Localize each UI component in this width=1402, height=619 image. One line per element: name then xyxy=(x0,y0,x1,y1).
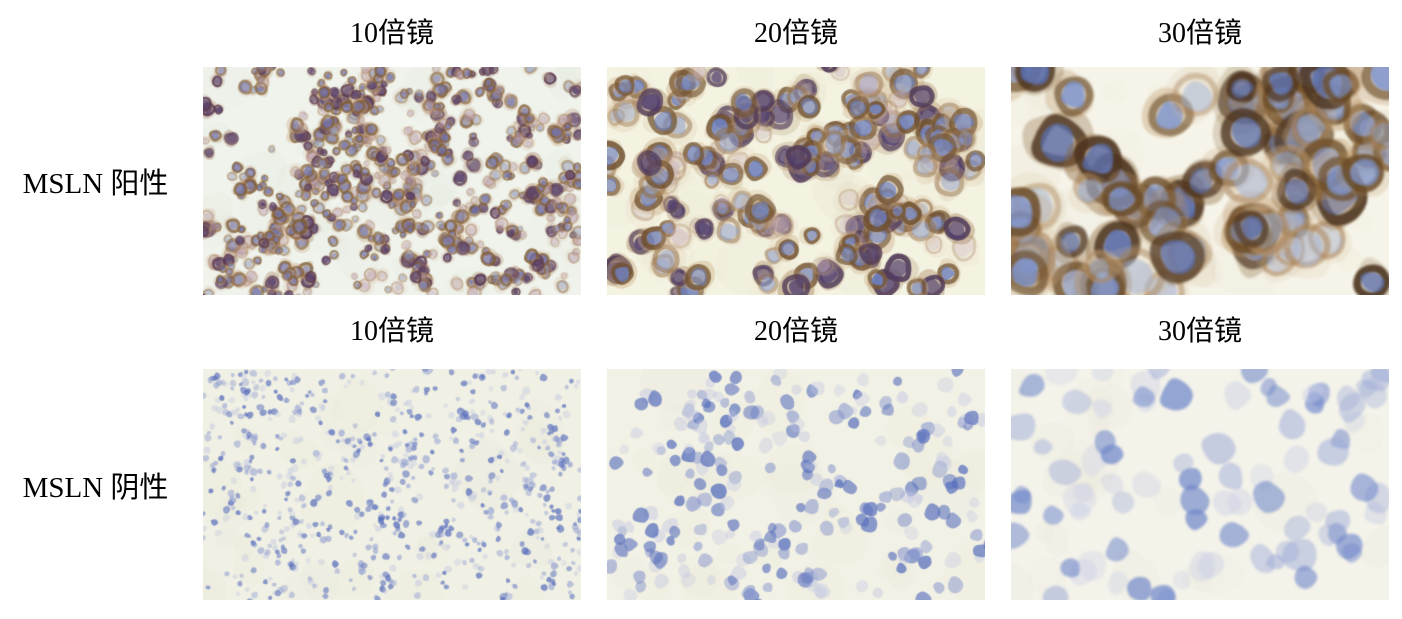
magnification-header-row-negative: 10倍镜 20倍镜 30倍镜 xyxy=(0,295,1402,369)
magnification-header-row-positive: 10倍镜 20倍镜 30倍镜 xyxy=(0,0,1402,67)
micrograph-msln-positive-20x xyxy=(607,67,985,295)
micrograph-row-negative: MSLN 阴性 xyxy=(0,369,1402,600)
magnification-label-positive-20x: 20倍镜 xyxy=(753,17,838,49)
row-label-msln-negative: MSLN 阴性 xyxy=(22,471,169,504)
micrograph-msln-negative-20x xyxy=(607,369,985,600)
micrograph-msln-negative-30x xyxy=(1011,369,1389,600)
micrograph-msln-positive-30x xyxy=(1011,67,1389,295)
magnification-label-negative-30x: 30倍镜 xyxy=(1157,316,1242,348)
magnification-label-positive-30x: 30倍镜 xyxy=(1157,17,1242,49)
magnification-label-positive-10x: 10倍镜 xyxy=(349,17,434,49)
micrograph-msln-positive-10x xyxy=(203,67,581,295)
magnification-label-negative-20x: 20倍镜 xyxy=(753,316,838,348)
magnification-label-negative-10x: 10倍镜 xyxy=(349,316,434,348)
row-label-msln-positive: MSLN 阳性 xyxy=(22,168,169,200)
micrograph-row-positive: MSLN 阳性 xyxy=(0,67,1402,295)
micrograph-msln-negative-10x xyxy=(203,369,581,600)
